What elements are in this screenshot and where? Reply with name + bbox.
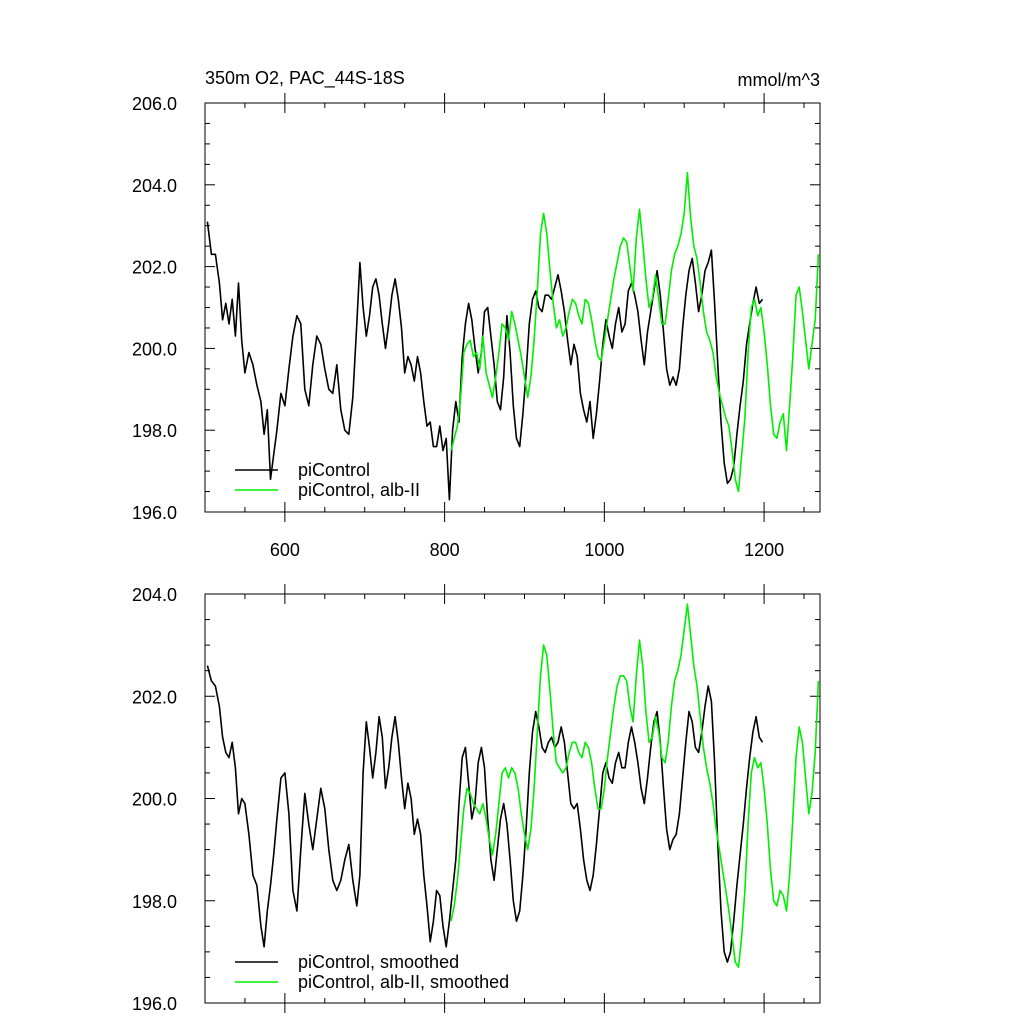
x-tick-label: 1000 [584,540,624,560]
legend-label-alb-ii: piControl, alb-II [298,480,420,500]
series-line-alb-ii [450,603,820,968]
y-tick-label: 200.0 [132,339,177,359]
legend-label-picontrol: piControl [298,460,370,480]
y-tick-label: 198.0 [132,421,177,441]
series-line-picontrol [206,665,764,963]
y-tick-label: 196.0 [132,994,177,1014]
series-line-picontrol [206,221,764,501]
units-label: mmol/m^3 [738,70,820,90]
y-tick-label: 202.0 [132,687,177,707]
y-tick-label: 198.0 [132,892,177,912]
y-tick-label: 204.0 [132,585,177,605]
y-tick-label: 200.0 [132,790,177,810]
y-tick-label: 196.0 [132,503,177,523]
x-tick-label: 800 [430,540,460,560]
top-chart-panel: 196.0 198.0 200.0 202.0 204.0 206.0 600 800 1000… [132,93,821,560]
y-tick-label: 204.0 [132,176,177,196]
y-tick-label: 202.0 [132,258,177,278]
y-tick-label: 206.0 [132,94,177,114]
plot-frame [204,102,821,513]
legend-label-alb-ii: piControl, alb-II, smoothed [298,972,509,992]
x-tick-label: 1200 [744,540,784,560]
figure-title: 350m O2, PAC_44S-18S [205,68,405,89]
plot-frame [204,593,821,1004]
series-line-alb-ii [450,171,820,493]
legend-label-picontrol: piControl, smoothed [298,952,459,972]
x-tick-label: 600 [270,540,300,560]
bottom-chart-panel: 196.0 198.0 200.0 202.0 204.0 piControl, smoo… [132,584,821,1014]
